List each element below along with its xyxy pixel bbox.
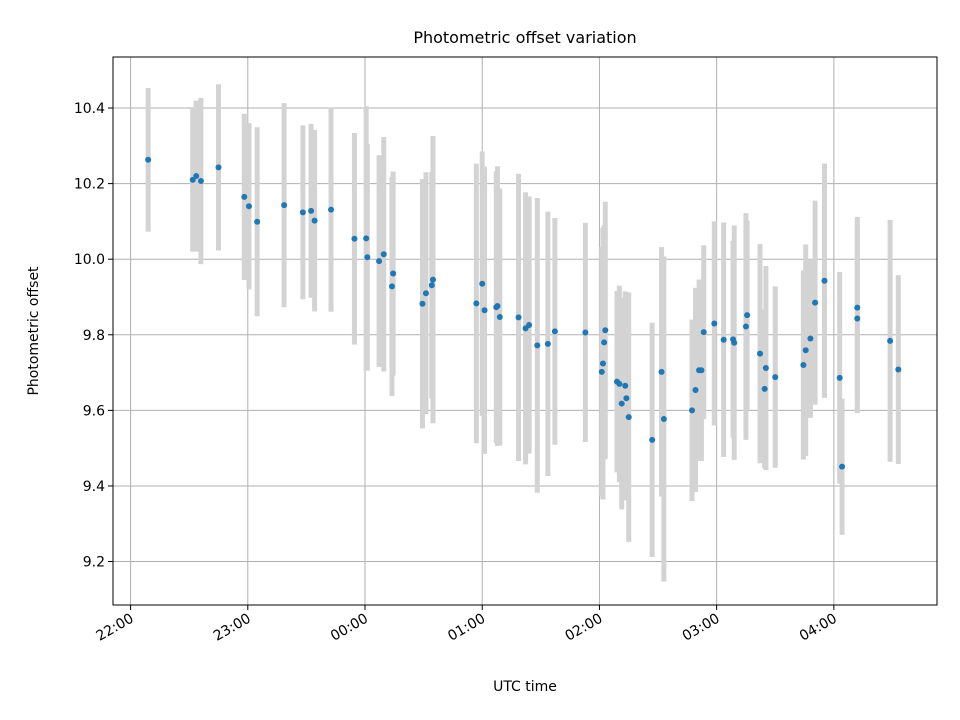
y-tick-label: 9.6 bbox=[83, 403, 105, 419]
data-point bbox=[698, 367, 705, 374]
data-point bbox=[388, 283, 395, 290]
data-point bbox=[197, 177, 204, 184]
data-point bbox=[582, 329, 589, 336]
data-point bbox=[376, 258, 383, 265]
data-point bbox=[854, 315, 861, 322]
data-point bbox=[602, 327, 609, 334]
chart-title: Photometric offset variation bbox=[413, 28, 636, 47]
data-point bbox=[742, 323, 749, 330]
data-point bbox=[802, 347, 809, 354]
data-point bbox=[660, 416, 667, 423]
data-point bbox=[494, 303, 501, 310]
data-point bbox=[193, 173, 200, 180]
y-tick-label: 10.0 bbox=[74, 252, 105, 268]
plot-frame bbox=[112, 56, 938, 606]
data-point bbox=[481, 307, 488, 314]
data-point bbox=[623, 395, 630, 402]
data-point bbox=[544, 340, 551, 347]
data-point bbox=[836, 374, 843, 381]
data-point bbox=[839, 463, 846, 470]
x-axis-label: UTC time bbox=[493, 679, 557, 695]
y-tick-label: 9.8 bbox=[83, 328, 105, 344]
data-point bbox=[689, 407, 696, 414]
data-point bbox=[757, 350, 764, 357]
data-point bbox=[189, 176, 196, 183]
data-point bbox=[807, 335, 814, 342]
y-axis: 9.2 9.4 9.6 9.8 10.0 10.2 10.4 bbox=[74, 101, 113, 571]
data-point bbox=[599, 360, 606, 367]
data-point bbox=[254, 218, 261, 225]
data-point bbox=[821, 277, 828, 284]
data-point bbox=[479, 280, 486, 287]
data-point bbox=[720, 336, 727, 343]
data-point bbox=[649, 436, 656, 443]
y-axis-label: Photometric offset bbox=[26, 266, 42, 396]
data-point bbox=[311, 217, 318, 224]
data-point bbox=[761, 385, 768, 392]
data-point bbox=[854, 304, 861, 311]
data-point bbox=[390, 270, 397, 277]
y-tick-label: 9.4 bbox=[83, 479, 105, 495]
data-point bbox=[245, 203, 252, 210]
data-point bbox=[534, 342, 541, 349]
y-tick-label: 10.2 bbox=[74, 177, 105, 193]
data-point bbox=[363, 235, 370, 242]
data-point bbox=[526, 321, 533, 328]
y-tick-label: 9.2 bbox=[83, 555, 105, 571]
data-point bbox=[215, 164, 222, 171]
data-point bbox=[731, 339, 738, 346]
data-point bbox=[380, 251, 387, 258]
data-point bbox=[473, 300, 480, 307]
data-point bbox=[692, 386, 699, 393]
data-point bbox=[762, 365, 769, 372]
data-point bbox=[145, 156, 152, 163]
data-point bbox=[744, 312, 751, 319]
data-point bbox=[772, 374, 779, 381]
data-point bbox=[308, 207, 315, 214]
data-point bbox=[887, 337, 894, 344]
data-point bbox=[895, 366, 902, 373]
data-point bbox=[800, 362, 807, 369]
data-point bbox=[711, 320, 718, 327]
data-point bbox=[598, 368, 605, 375]
data-point bbox=[616, 380, 623, 387]
data-point bbox=[328, 206, 335, 213]
data-point bbox=[601, 339, 608, 346]
data-point bbox=[351, 235, 358, 242]
data-point bbox=[281, 202, 288, 209]
data-point bbox=[618, 400, 625, 407]
data-point bbox=[422, 290, 429, 297]
data-points bbox=[145, 156, 902, 470]
data-point bbox=[419, 300, 426, 307]
data-point bbox=[429, 276, 436, 283]
data-point bbox=[700, 329, 707, 336]
data-point bbox=[496, 314, 503, 321]
data-point bbox=[622, 382, 629, 389]
data-point bbox=[812, 299, 819, 306]
data-point bbox=[428, 282, 435, 289]
data-point bbox=[515, 314, 522, 321]
data-point bbox=[625, 414, 632, 421]
y-tick-label: 10.4 bbox=[74, 101, 105, 117]
data-point bbox=[241, 193, 248, 200]
data-point bbox=[551, 328, 558, 335]
data-point bbox=[299, 209, 306, 216]
data-point bbox=[658, 368, 665, 375]
data-point bbox=[364, 254, 371, 261]
